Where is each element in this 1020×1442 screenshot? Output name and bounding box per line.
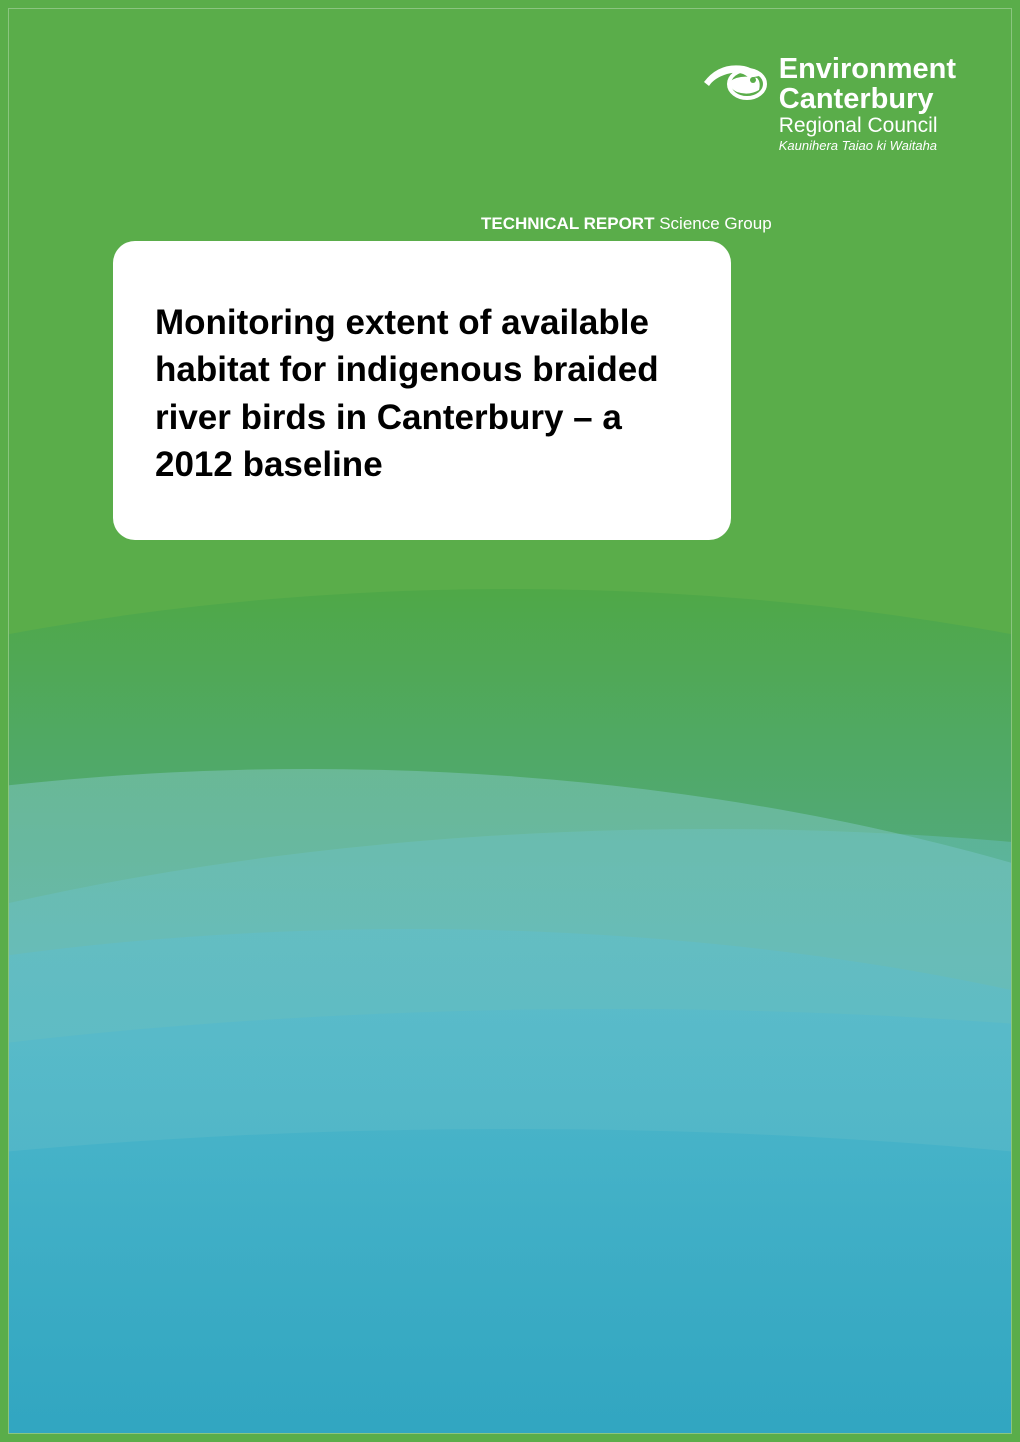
logo-line-environment: Environment bbox=[779, 54, 956, 84]
logo-text: Environment Canterbury Regional Council … bbox=[779, 54, 956, 153]
report-label-normal: Science Group bbox=[654, 214, 771, 233]
logo: Environment Canterbury Regional Council … bbox=[699, 54, 956, 153]
report-title: Monitoring extent of available habitat f… bbox=[155, 299, 689, 488]
report-type-label: TECHNICAL REPORT Science Group bbox=[481, 214, 772, 234]
report-label-bold: TECHNICAL REPORT bbox=[481, 214, 654, 233]
logo-icon bbox=[699, 54, 769, 109]
logo-line-regional-council: Regional Council bbox=[779, 115, 956, 137]
title-box: Monitoring extent of available habitat f… bbox=[113, 241, 731, 540]
report-cover-page: Environment Canterbury Regional Council … bbox=[8, 8, 1012, 1434]
logo-line-maori: Kaunihera Taiao ki Waitaha bbox=[779, 139, 956, 153]
wave-layer-6 bbox=[9, 1129, 1011, 1434]
logo-line-canterbury: Canterbury bbox=[779, 84, 956, 114]
